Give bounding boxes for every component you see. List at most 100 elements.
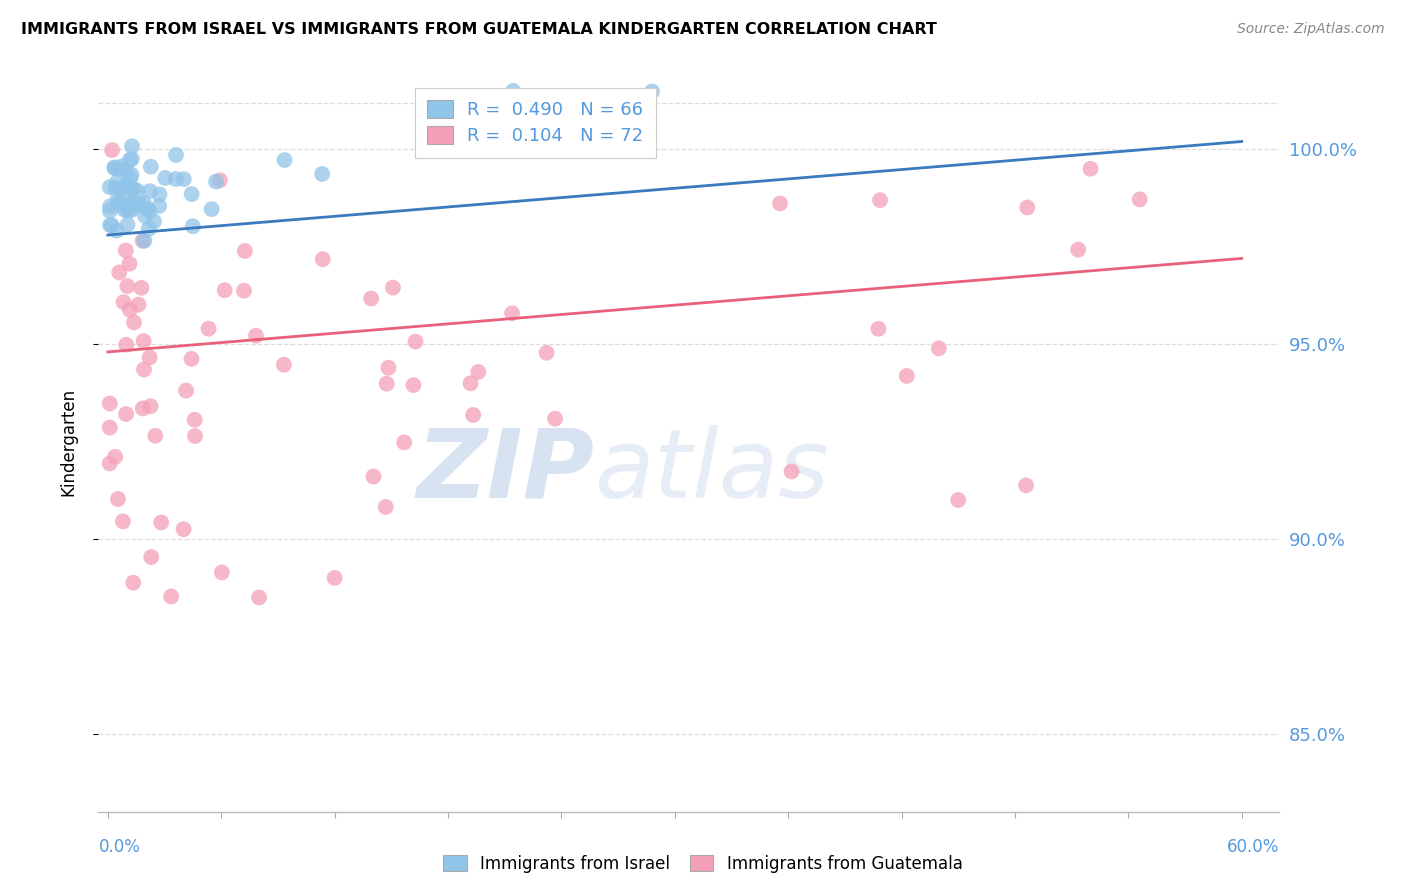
Point bbox=[134, 234, 156, 248]
Point bbox=[173, 172, 195, 186]
Point bbox=[118, 302, 141, 317]
Text: 0.0%: 0.0% bbox=[98, 838, 141, 856]
Point bbox=[197, 321, 219, 335]
Point bbox=[392, 435, 415, 450]
Point bbox=[115, 178, 138, 192]
Point bbox=[122, 196, 145, 211]
Point bbox=[132, 362, 155, 376]
Point bbox=[868, 322, 890, 336]
Point bbox=[132, 401, 155, 416]
Point bbox=[515, 95, 537, 109]
Point bbox=[183, 413, 205, 427]
Point bbox=[1129, 192, 1152, 206]
Point bbox=[98, 457, 121, 471]
Point bbox=[467, 365, 489, 379]
Point bbox=[460, 376, 482, 391]
Point bbox=[211, 566, 233, 580]
Point bbox=[120, 168, 142, 182]
Point bbox=[115, 178, 138, 192]
Point bbox=[360, 292, 382, 306]
Point bbox=[122, 575, 145, 590]
Point bbox=[375, 376, 398, 391]
Point bbox=[165, 172, 187, 186]
Point bbox=[98, 396, 121, 410]
Point bbox=[114, 199, 136, 213]
Point bbox=[120, 181, 142, 195]
Text: 60.0%: 60.0% bbox=[1227, 838, 1279, 856]
Point bbox=[98, 180, 121, 194]
Point bbox=[381, 280, 404, 294]
Point bbox=[128, 297, 150, 311]
Point bbox=[118, 153, 141, 167]
Point bbox=[247, 591, 270, 605]
Point bbox=[148, 187, 170, 202]
Text: ZIP: ZIP bbox=[416, 425, 595, 517]
Point bbox=[136, 202, 159, 217]
Point bbox=[122, 315, 145, 329]
Point bbox=[138, 203, 160, 218]
Point bbox=[117, 202, 139, 216]
Point bbox=[139, 399, 162, 413]
Point bbox=[173, 522, 195, 536]
Point bbox=[377, 360, 399, 375]
Point bbox=[110, 160, 132, 174]
Point bbox=[129, 197, 152, 211]
Point bbox=[128, 197, 150, 211]
Point bbox=[948, 493, 970, 508]
Point bbox=[233, 244, 256, 258]
Point bbox=[114, 244, 136, 258]
Point bbox=[101, 219, 124, 233]
Point bbox=[181, 219, 204, 234]
Point bbox=[536, 346, 558, 360]
Point bbox=[118, 184, 141, 198]
Point bbox=[1067, 243, 1090, 257]
Point bbox=[769, 196, 792, 211]
Point bbox=[150, 516, 173, 530]
Point bbox=[103, 161, 125, 175]
Point bbox=[121, 152, 143, 166]
Point bbox=[107, 193, 129, 207]
Point bbox=[155, 171, 177, 186]
Point bbox=[273, 358, 295, 372]
Point bbox=[98, 218, 121, 232]
Text: IMMIGRANTS FROM ISRAEL VS IMMIGRANTS FROM GUATEMALA KINDERGARTEN CORRELATION CHA: IMMIGRANTS FROM ISRAEL VS IMMIGRANTS FRO… bbox=[21, 22, 936, 37]
Point bbox=[120, 171, 142, 186]
Point bbox=[641, 85, 664, 99]
Point bbox=[311, 167, 333, 181]
Point bbox=[122, 182, 145, 196]
Point bbox=[112, 202, 135, 217]
Point bbox=[139, 184, 162, 198]
Point bbox=[208, 173, 231, 187]
Point bbox=[180, 187, 202, 202]
Point bbox=[463, 408, 485, 422]
Point bbox=[148, 199, 170, 213]
Point bbox=[174, 384, 197, 398]
Point bbox=[131, 281, 153, 295]
Point bbox=[121, 139, 143, 153]
Text: atlas: atlas bbox=[595, 425, 830, 517]
Point bbox=[98, 199, 121, 213]
Point bbox=[139, 160, 162, 174]
Point bbox=[112, 295, 135, 310]
Point bbox=[143, 214, 166, 228]
Point bbox=[184, 429, 207, 443]
Legend: Immigrants from Israel, Immigrants from Guatemala: Immigrants from Israel, Immigrants from … bbox=[437, 848, 969, 880]
Point bbox=[114, 163, 136, 178]
Point bbox=[107, 161, 129, 176]
Point bbox=[104, 450, 127, 464]
Point bbox=[117, 204, 139, 219]
Point bbox=[245, 328, 267, 343]
Legend: R =  0.490   N = 66, R =  0.104   N = 72: R = 0.490 N = 66, R = 0.104 N = 72 bbox=[415, 87, 657, 158]
Point bbox=[544, 411, 567, 425]
Point bbox=[105, 175, 128, 189]
Point bbox=[132, 334, 155, 348]
Point bbox=[110, 182, 132, 196]
Point bbox=[201, 202, 224, 216]
Point bbox=[374, 500, 396, 514]
Point bbox=[896, 368, 918, 383]
Point bbox=[110, 194, 132, 209]
Point bbox=[323, 571, 346, 585]
Point bbox=[141, 550, 163, 565]
Point bbox=[117, 279, 139, 293]
Point bbox=[132, 196, 155, 211]
